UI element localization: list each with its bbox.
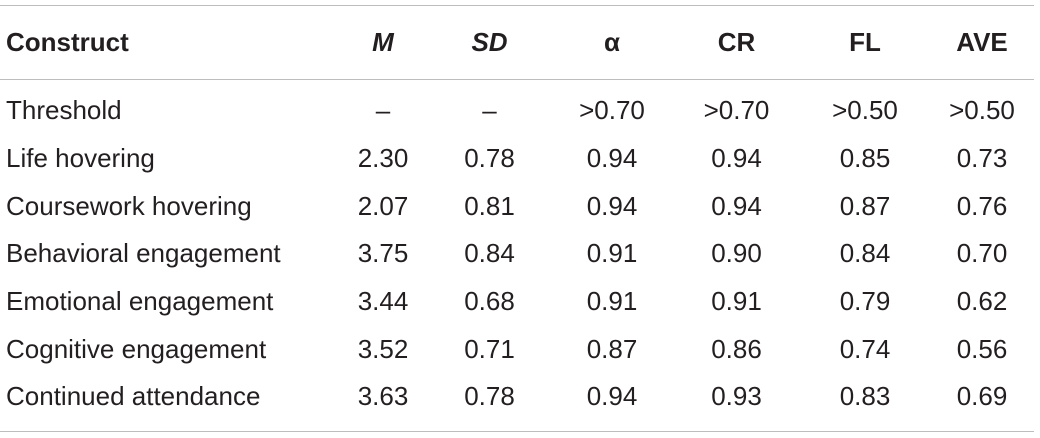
cell-fl: 0.74 xyxy=(839,333,891,364)
row-label: Emotional engagement xyxy=(6,286,274,317)
cell-sd: 0.68 xyxy=(464,286,515,317)
header-rule xyxy=(0,79,1034,80)
cell-sd: – xyxy=(482,95,497,126)
header-row: Construct M SD α CR FL AVE xyxy=(0,6,1034,79)
cell-cr: 0.86 xyxy=(711,333,762,364)
cell-alpha: 0.91 xyxy=(586,286,638,317)
cell-sd: 0.78 xyxy=(464,381,515,412)
cell-ave: 0.69 xyxy=(956,381,1008,412)
header-mean: M xyxy=(372,27,394,57)
top-rule xyxy=(0,5,1034,6)
table-row: Life hovering 2.30 0.78 0.94 0.94 0.85 0… xyxy=(0,135,1034,183)
cell-mean: 3.44 xyxy=(357,286,409,317)
cell-alpha: >0.70 xyxy=(579,95,645,126)
cell-ave: 0.56 xyxy=(956,333,1008,364)
header-construct: Construct xyxy=(6,27,129,57)
table-row: Behavioral engagement 3.75 0.84 0.91 0.9… xyxy=(0,230,1034,278)
table-row: Threshold – – >0.70 >0.70 >0.50 >0.50 xyxy=(0,79,1034,135)
cell-alpha: 0.94 xyxy=(586,381,638,412)
cell-sd: 0.78 xyxy=(464,143,515,174)
cell-alpha: 0.87 xyxy=(586,333,638,364)
cell-fl: 0.83 xyxy=(839,381,891,412)
row-label: Behavioral engagement xyxy=(6,238,281,269)
cell-alpha: 0.91 xyxy=(586,238,638,269)
table-row: Coursework hovering 2.07 0.81 0.94 0.94 … xyxy=(0,182,1034,230)
table-row: Emotional engagement 3.44 0.68 0.91 0.91… xyxy=(0,278,1034,326)
table-row: Cognitive engagement 3.52 0.71 0.87 0.86… xyxy=(0,325,1034,373)
header-sd: SD xyxy=(471,27,508,57)
bottom-rule xyxy=(0,431,1034,432)
cell-alpha: 0.94 xyxy=(586,143,638,174)
cell-fl: >0.50 xyxy=(832,95,898,126)
row-label: Coursework hovering xyxy=(6,190,252,221)
cell-ave: >0.50 xyxy=(949,95,1015,126)
cell-fl: 0.87 xyxy=(839,190,891,221)
row-label: Continued attendance xyxy=(6,381,261,412)
cell-cr: 0.93 xyxy=(711,381,762,412)
row-label: Life hovering xyxy=(6,143,155,174)
construct-statistics-table: Construct M SD α CR FL AVE Threshold – –… xyxy=(0,6,1034,421)
header-cr: CR xyxy=(717,27,756,57)
cell-cr: 0.94 xyxy=(711,190,762,221)
cell-ave: 0.70 xyxy=(956,238,1008,269)
cell-mean: 3.75 xyxy=(357,238,409,269)
cell-ave: 0.73 xyxy=(956,143,1008,174)
cell-sd: 0.71 xyxy=(464,333,515,364)
cell-sd: 0.81 xyxy=(464,190,515,221)
cell-cr: 0.90 xyxy=(711,238,762,269)
cell-sd: 0.84 xyxy=(464,238,515,269)
table-row: Continued attendance 3.63 0.78 0.94 0.93… xyxy=(0,373,1034,421)
cell-fl: 0.85 xyxy=(839,143,891,174)
cell-mean: 3.52 xyxy=(357,333,409,364)
cell-alpha: 0.94 xyxy=(586,190,638,221)
cell-ave: 0.62 xyxy=(956,286,1008,317)
header-ave: AVE xyxy=(956,27,1008,57)
row-label: Threshold xyxy=(6,95,122,126)
cell-cr: 0.94 xyxy=(711,143,762,174)
cell-ave: 0.76 xyxy=(956,190,1008,221)
header-alpha: α xyxy=(604,27,620,57)
cell-cr: >0.70 xyxy=(703,95,770,126)
cell-fl: 0.79 xyxy=(839,286,891,317)
cell-mean: 2.30 xyxy=(357,143,409,174)
cell-cr: 0.91 xyxy=(711,286,762,317)
cell-mean: 3.63 xyxy=(357,381,409,412)
cell-fl: 0.84 xyxy=(839,238,891,269)
row-label: Cognitive engagement xyxy=(6,333,267,364)
header-fl: FL xyxy=(849,27,881,57)
cell-mean: – xyxy=(375,95,391,126)
cell-mean: 2.07 xyxy=(357,190,409,221)
